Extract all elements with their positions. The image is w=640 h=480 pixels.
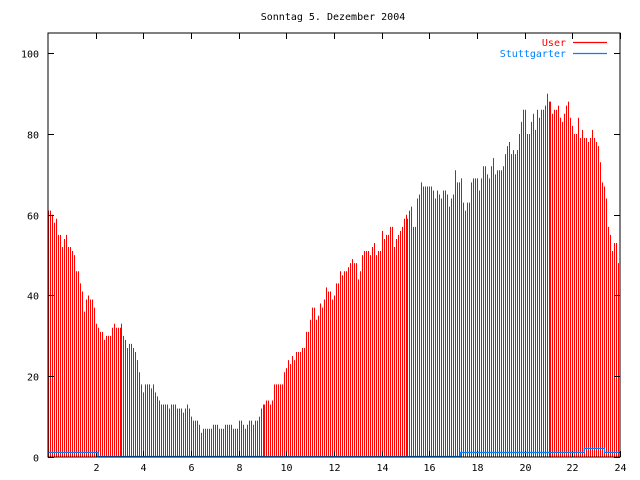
x-tick-label: 4: [140, 463, 146, 474]
x-tick-label: 16: [423, 463, 435, 474]
stuttgarter-line: [48, 447, 620, 458]
x-tick-label: 14: [376, 463, 388, 474]
x-tick-label: 18: [471, 463, 483, 474]
y-tick-label: 20: [27, 373, 39, 384]
x-tick-label: 22: [566, 463, 578, 474]
legend-label-stuttgarter: Stuttgarter: [500, 49, 566, 60]
x-tick-label: 12: [328, 463, 340, 474]
y-tick-label: 0: [33, 454, 39, 465]
y-tick-label: 60: [27, 212, 39, 223]
x-tick-label: 24: [614, 463, 626, 474]
x-tick-label: 6: [188, 463, 194, 474]
chart-title: Sonntag 5. Dezember 2004: [261, 12, 406, 23]
x-tick-label: 8: [236, 463, 242, 474]
x-tick-label: 2: [93, 463, 99, 474]
plot-frame: [47, 32, 621, 458]
legend-label-user: User: [542, 38, 566, 49]
y-tick-label: 40: [27, 292, 39, 303]
y-tick-label: 100: [21, 50, 39, 61]
legend: User Stuttgarter: [500, 38, 607, 60]
user-bars: [48, 93, 619, 457]
x-tick-label: 20: [519, 463, 531, 474]
y-tick-label: 80: [27, 131, 39, 142]
x-tick-label: 10: [280, 463, 292, 474]
